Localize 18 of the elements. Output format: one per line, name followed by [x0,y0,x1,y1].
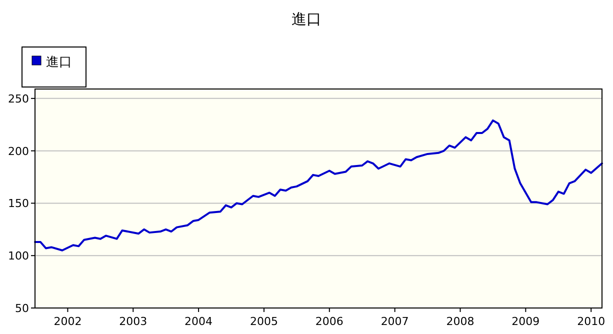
x-tick-label: 2002 [54,315,82,328]
y-tick-label: 200 [8,144,29,158]
x-tick-label: 2008 [446,315,474,328]
x-tick-label: 2007 [380,315,409,328]
x-tick-label: 2004 [184,315,213,328]
y-tick-label: 100 [8,250,29,263]
x-tick-label: 2003 [119,315,148,328]
legend: 進口 [22,46,86,88]
x-tick-label: 2009 [512,315,540,328]
chart-title: 進口 [292,10,322,28]
y-tick-label: 50 [15,302,29,315]
x-tick-label: 2005 [250,315,278,328]
line-series [34,119,603,252]
legend-label: 進口 [46,55,72,70]
x-tick-label: 2010 [577,315,606,328]
x-tick-label: 2006 [315,315,344,328]
y-tick-label: 150 [8,197,29,210]
y-tick-label: 250 [8,92,29,106]
